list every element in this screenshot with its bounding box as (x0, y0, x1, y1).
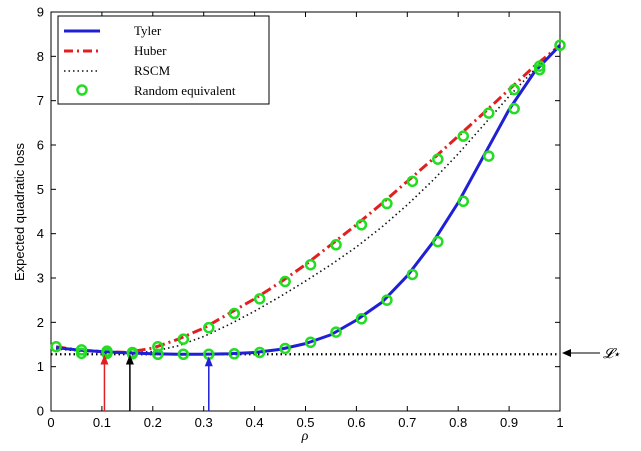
data-point-random-equivalent (177, 348, 190, 361)
y-tick-label: 0 (37, 404, 44, 419)
data-point-random-equivalent (304, 336, 317, 349)
y-tick-label: 2 (37, 315, 44, 330)
data-point-random-equivalent (482, 107, 495, 119)
x-tick-label: 0.5 (296, 415, 314, 430)
x-tick-label: 0.7 (398, 415, 416, 430)
data-point-random-equivalent (432, 235, 444, 248)
x-tick-label: 0.3 (195, 415, 213, 430)
series-layer (50, 39, 566, 361)
optimal-rho-markers (100, 354, 213, 411)
series-line-rscm (56, 44, 561, 354)
data-point-random-equivalent (508, 102, 520, 115)
legend-label-tyler: Tyler (134, 23, 162, 38)
y-tick-label: 3 (37, 271, 44, 286)
data-point-random-equivalent (482, 150, 495, 162)
legend: Tyler Huber RSCM Random equivalent (57, 15, 270, 105)
data-point-random-equivalent (330, 239, 342, 251)
data-point-random-equivalent (457, 195, 470, 208)
legend-swatch-random-equivalent (76, 84, 88, 96)
data-point-random-equivalent (554, 39, 566, 51)
reference-line-annotation: 𝓛⋆ (562, 347, 620, 362)
x-tick-label: 0.4 (246, 415, 264, 430)
data-point-random-equivalent (330, 326, 342, 338)
data-point-random-equivalent (203, 321, 215, 334)
data-point-random-equivalent (508, 83, 520, 96)
x-tick-label: 0 (47, 415, 54, 430)
y-tick-label: 6 (37, 138, 44, 153)
y-tick-label: 9 (37, 5, 44, 20)
x-tick-label: 0.6 (347, 415, 365, 430)
x-axis-ticks: 0 0.1 0.2 0.3 0.4 0.5 0.6 0.7 0.8 0.9 1 (47, 12, 564, 430)
y-tick-label: 8 (37, 49, 44, 64)
reference-line-arrowhead (562, 349, 571, 357)
data-point-random-equivalent (279, 342, 291, 355)
optimal-rho-arrowhead (125, 354, 134, 365)
y-tick-label: 7 (37, 93, 44, 108)
data-point-random-equivalent (101, 347, 113, 360)
legend-label-rscm: RSCM (134, 63, 171, 78)
data-point-random-equivalent (457, 130, 470, 142)
data-point-random-equivalent (381, 294, 393, 306)
data-point-random-equivalent (406, 175, 419, 188)
y-tick-label: 1 (37, 359, 44, 374)
y-tick-label: 5 (37, 182, 44, 197)
data-point-random-equivalent (304, 258, 317, 271)
reference-line-label: 𝓛⋆ (603, 347, 620, 362)
y-axis-label: Expected quadratic loss (12, 142, 27, 281)
data-point-random-equivalent (126, 348, 139, 360)
data-point-random-equivalent (50, 340, 62, 353)
x-tick-label: 1 (556, 415, 563, 430)
data-point-random-equivalent (279, 275, 291, 288)
data-point-random-equivalent (355, 313, 368, 325)
data-point-random-equivalent (406, 268, 419, 281)
optimal-rho-arrowhead (100, 354, 109, 365)
data-point-random-equivalent (355, 219, 368, 231)
legend-label-huber: Huber (134, 43, 167, 58)
y-axis-ticks: 0 1 2 3 4 5 6 7 8 9 (37, 5, 560, 419)
data-point-random-equivalent (177, 333, 190, 345)
data-point-random-equivalent (75, 347, 88, 360)
data-point-random-equivalent (381, 197, 393, 210)
x-tick-label: 0.2 (144, 415, 162, 430)
data-point-random-equivalent (432, 153, 444, 165)
data-point-random-equivalent (152, 340, 164, 353)
x-tick-label: 0.9 (500, 415, 518, 430)
x-tick-label: 0.1 (93, 415, 111, 430)
data-point-random-equivalent (152, 348, 164, 361)
y-tick-label: 4 (37, 226, 44, 241)
data-point-random-equivalent (253, 346, 266, 359)
data-point-random-equivalent (533, 63, 546, 76)
legend-label-random-equivalent: Random equivalent (134, 83, 236, 98)
data-point-random-equivalent (253, 293, 266, 305)
data-point-random-equivalent (228, 307, 240, 320)
data-point-random-equivalent (228, 348, 240, 360)
x-axis-label: ρ (301, 429, 309, 444)
optimal-rho-arrowhead (204, 356, 213, 367)
x-tick-label: 0.8 (449, 415, 467, 430)
